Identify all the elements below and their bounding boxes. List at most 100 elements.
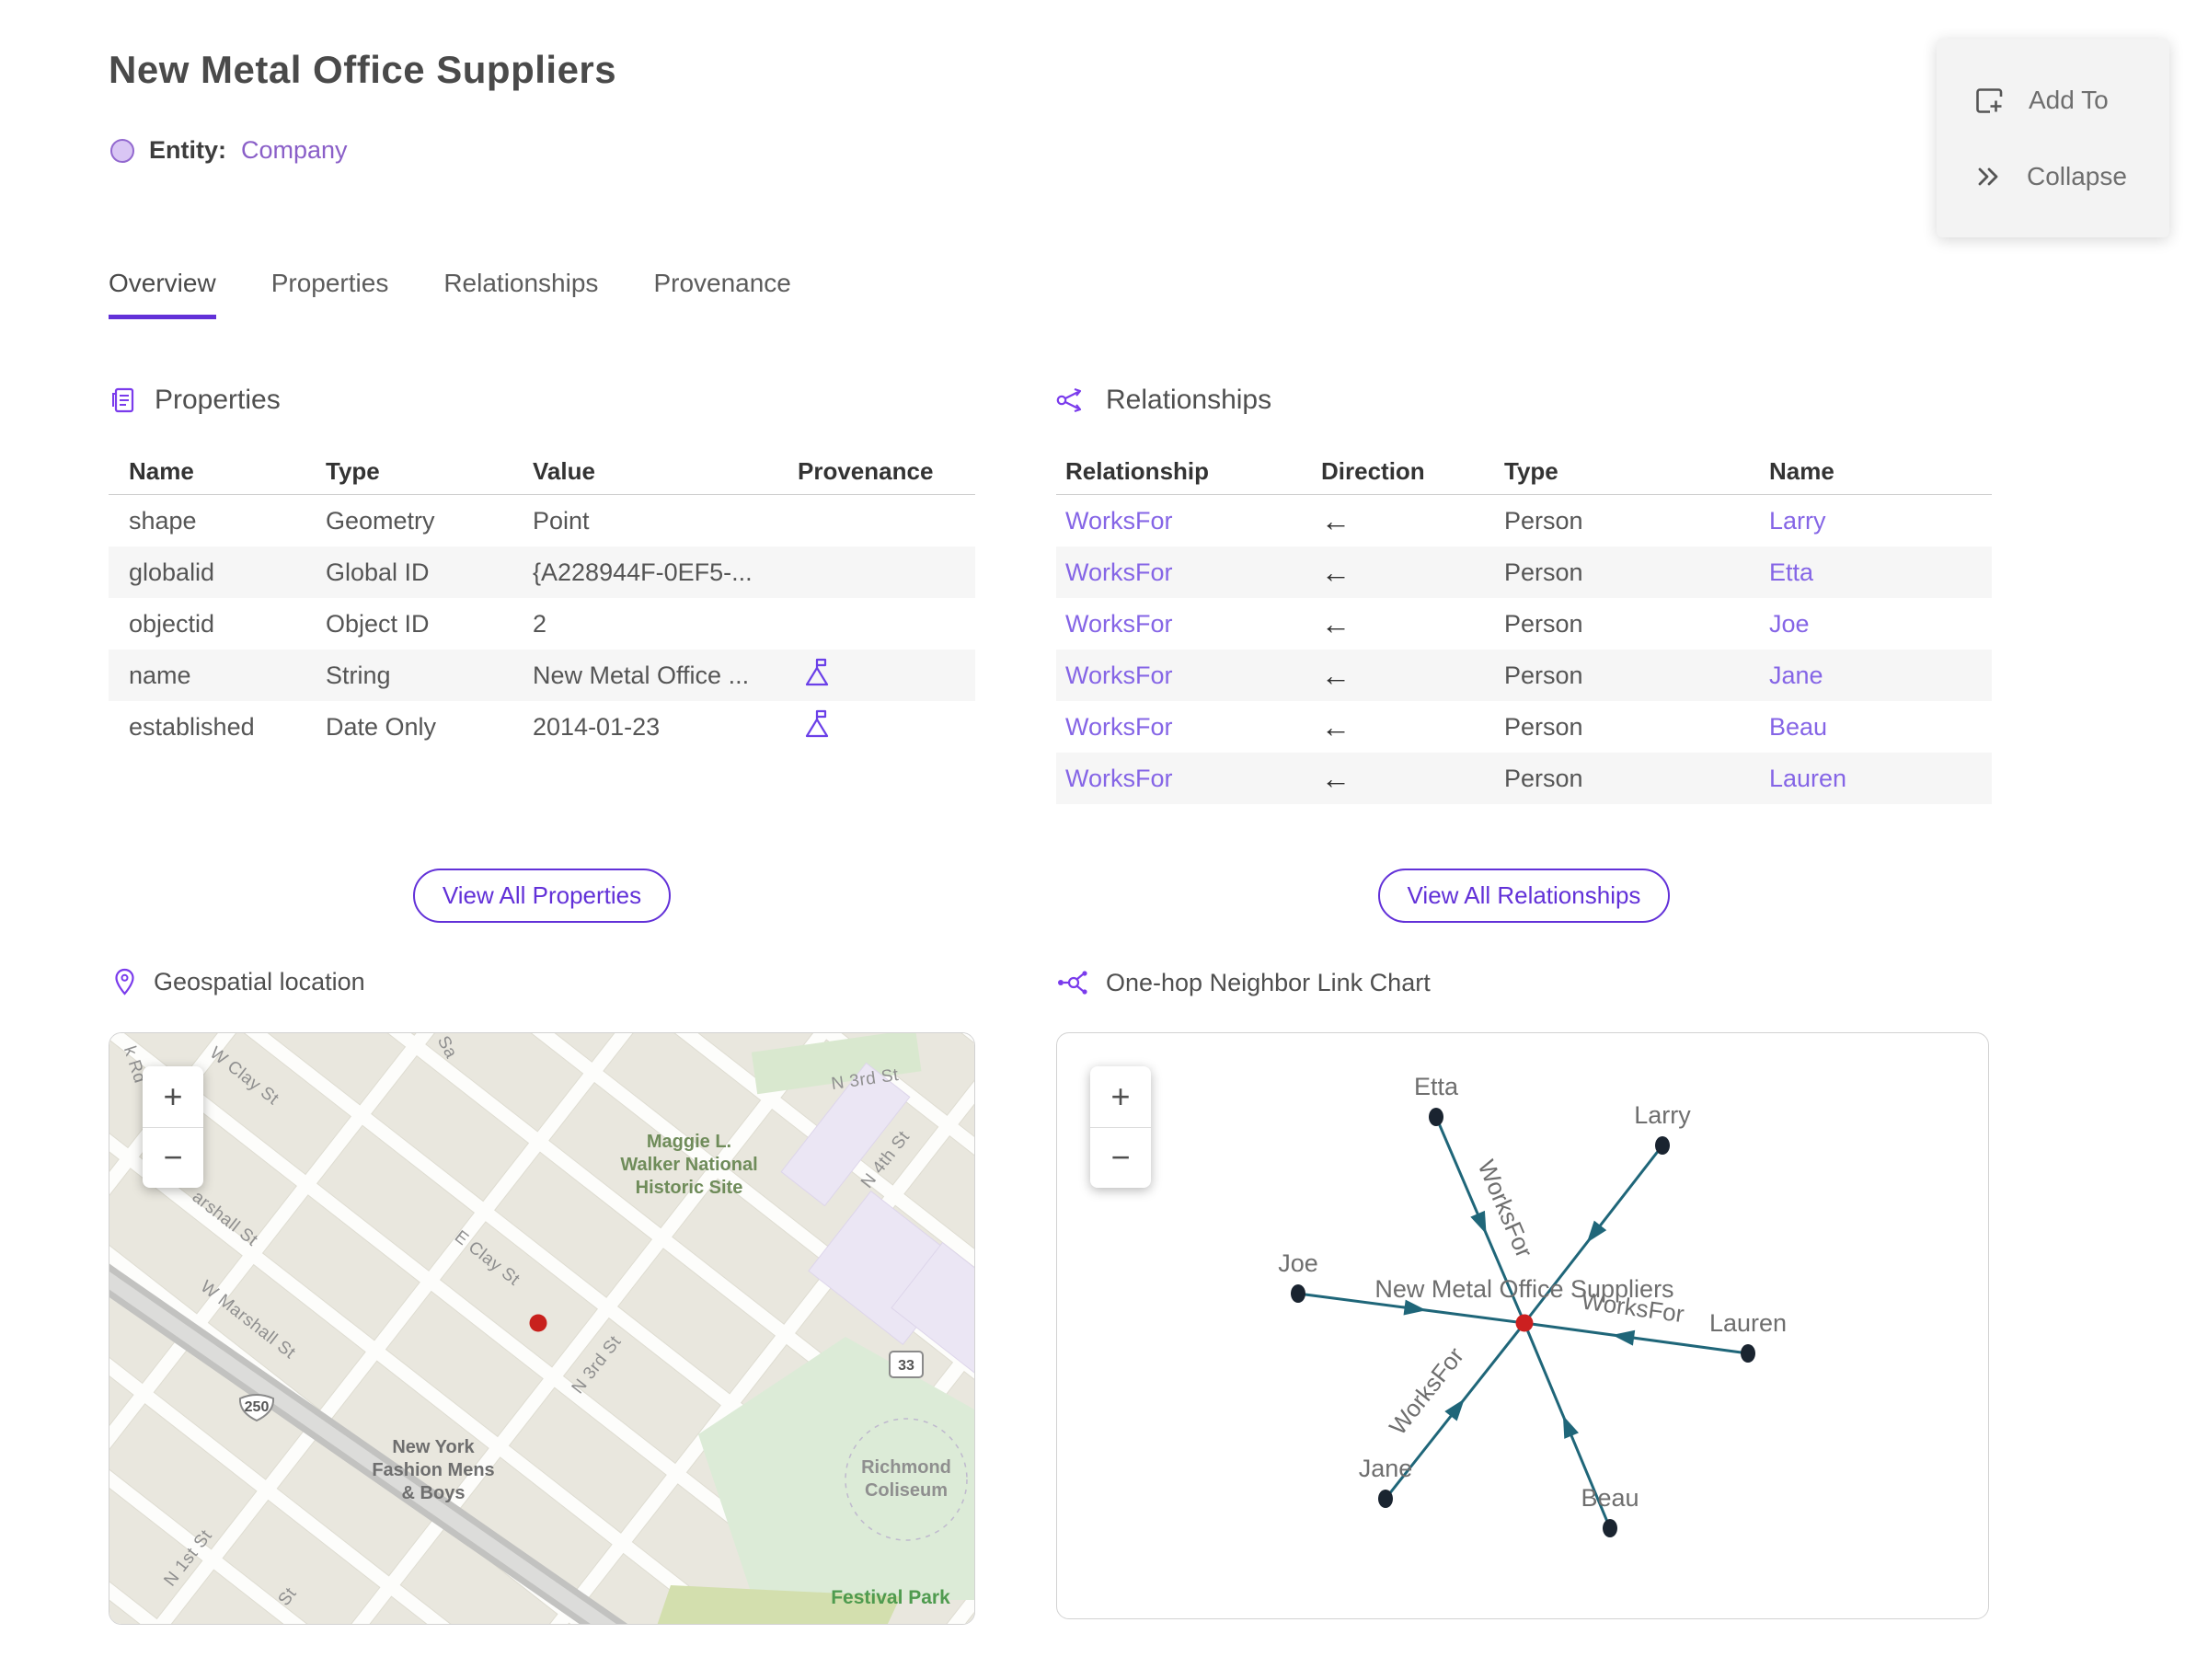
table-row: shape Geometry Point (129, 506, 590, 535)
graph-edge-arrowhead[interactable] (1562, 1415, 1579, 1439)
direction-arrow: ← (1321, 503, 1351, 537)
col-direction: Direction (1321, 457, 1425, 485)
relationship-link[interactable]: WorksFor (1065, 506, 1173, 535)
col-relationship: Relationship (1065, 457, 1210, 485)
entity-link[interactable]: Larry (1769, 506, 1826, 535)
graph-edge-arrowhead[interactable] (1403, 1299, 1427, 1316)
relationships-table-header: Relationship Direction Type Name (1056, 449, 1992, 495)
route-shield-33: 33 (889, 1351, 924, 1378)
entity-link[interactable]: Lauren (1769, 764, 1847, 792)
action-menu: Add To Collapse (1937, 39, 2169, 237)
link-chart-icon (1058, 971, 1087, 995)
col-name: Name (129, 457, 194, 485)
add-to-button[interactable]: Add To (1973, 85, 2169, 116)
add-to-icon (1976, 88, 2003, 113)
direction-arrow: ← (1321, 658, 1351, 692)
entity-type-icon (110, 138, 134, 163)
view-all-properties-button[interactable]: View All Properties (412, 869, 672, 923)
node-label: Etta (1414, 1073, 1459, 1100)
node-label: Beau (1581, 1484, 1639, 1512)
graph-edge-arrowhead[interactable] (1444, 1398, 1465, 1421)
zoom-in-button[interactable]: + (163, 1076, 183, 1115)
page-title: New Metal Office Suppliers (109, 48, 617, 91)
poi-label: Richmond (861, 1457, 951, 1478)
graph-node[interactable] (1603, 1519, 1617, 1537)
relationships-section-header: Relationships (1056, 385, 1271, 416)
map-canvas[interactable]: W Clay St k Rd Sa arshall St W Marshall … (109, 1033, 975, 1625)
relationships-section-title: Relationships (1106, 385, 1272, 415)
provenance-flag-icon[interactable] (803, 658, 831, 687)
table-row: objectid Object ID 2 (129, 609, 547, 638)
center-node-label: New Metal Office Suppliers (1374, 1275, 1673, 1303)
zoom-out-button[interactable]: − (143, 1126, 203, 1189)
table-row: established Date Only 2014-01-23 (109, 701, 975, 753)
tab-bar: Overview Properties Relationships Proven… (109, 269, 791, 319)
graph-node[interactable] (1291, 1284, 1305, 1303)
svg-text:33: 33 (898, 1358, 914, 1374)
view-all-properties-wrap: View All Properties (109, 869, 975, 923)
properties-table-header: Name Type Value Provenance (109, 449, 975, 495)
poi-label: Fashion Mens (372, 1460, 494, 1480)
graph-edge-arrowhead[interactable] (1470, 1210, 1487, 1235)
entity-link[interactable]: Etta (1769, 558, 1814, 586)
coliseum-outline (845, 1418, 968, 1541)
entity-type-row: Entity: Company (110, 136, 348, 165)
node-label: Lauren (1709, 1309, 1787, 1337)
relationships-table: Relationship Direction Type Name WorksFo… (1056, 449, 1992, 804)
map-entity-marker[interactable] (529, 1314, 547, 1332)
entity-link[interactable]: Beau (1769, 712, 1828, 741)
poi-label: Maggie L. (647, 1132, 731, 1152)
link-chart-card: WorksFor WorksFor WorksFor Etta Larry Joe Laur… (1056, 1032, 1989, 1619)
entity-link[interactable]: Jane (1769, 661, 1823, 689)
direction-arrow: ← (1321, 606, 1351, 640)
properties-section-header: Properties (109, 385, 281, 416)
table-row: name String New Metal Office ... (109, 650, 975, 701)
col-name: Name (1769, 457, 1834, 485)
entity-link[interactable]: Joe (1769, 609, 1810, 638)
graph-edge-arrowhead[interactable] (1586, 1220, 1607, 1243)
tab-properties[interactable]: Properties (270, 269, 389, 297)
graph-center-node[interactable] (1515, 1314, 1534, 1332)
table-row: WorksFor ← Person Joe (1056, 598, 1992, 650)
graph-node[interactable] (1429, 1108, 1443, 1126)
relationship-link[interactable]: WorksFor (1065, 764, 1173, 792)
graph-edge-arrowhead[interactable] (1612, 1329, 1636, 1346)
zoom-in-button[interactable]: + (1110, 1076, 1131, 1115)
graph-node[interactable] (1655, 1136, 1670, 1155)
add-to-label: Add To (2029, 86, 2109, 114)
col-type: Type (1504, 457, 1558, 485)
graph-node[interactable] (1741, 1344, 1755, 1363)
relationship-link[interactable]: WorksFor (1065, 661, 1173, 689)
map-zoom-control: + − (143, 1066, 203, 1188)
table-row: WorksFor ← Person Larry (1056, 495, 1992, 547)
zoom-out-button[interactable]: − (1090, 1126, 1151, 1189)
properties-section-title: Properties (155, 385, 281, 415)
graph-edge[interactable] (1524, 1321, 1749, 1355)
relationship-link[interactable]: WorksFor (1065, 609, 1173, 638)
properties-icon (112, 387, 134, 413)
table-row: WorksFor ← Person Lauren (1056, 753, 1992, 804)
poi-label: Coliseum (865, 1480, 948, 1501)
tab-overview[interactable]: Overview (109, 269, 216, 319)
chevrons-right-icon (1978, 167, 1998, 186)
map-card: W Clay St k Rd Sa arshall St W Marshall … (109, 1032, 975, 1625)
geospatial-section-header: Geospatial location (112, 968, 365, 996)
edge-label: WorksFor (1473, 1156, 1539, 1261)
poi-label: Walker National (620, 1155, 757, 1175)
view-all-relationships-button[interactable]: View All Relationships (1377, 869, 1671, 923)
graph-node[interactable] (1378, 1490, 1393, 1508)
link-chart-canvas[interactable]: WorksForWorksForWorksForEttaLarryJoeLaur… (1057, 1033, 1989, 1619)
relationship-link[interactable]: WorksFor (1065, 558, 1173, 586)
poi-label: & Boys (402, 1483, 466, 1503)
collapse-button[interactable]: Collapse (1973, 162, 2169, 191)
relationship-link[interactable]: WorksFor (1065, 712, 1173, 741)
direction-arrow: ← (1321, 709, 1351, 743)
view-all-relationships-wrap: View All Relationships (1056, 869, 1992, 923)
poi-label: Historic Site (636, 1178, 743, 1198)
table-row: WorksFor ← Person Beau (1056, 701, 1992, 753)
geospatial-section-title: Geospatial location (154, 968, 365, 995)
provenance-flag-icon[interactable] (803, 709, 831, 739)
tab-relationships[interactable]: Relationships (443, 269, 599, 297)
tab-provenance[interactable]: Provenance (653, 269, 791, 297)
